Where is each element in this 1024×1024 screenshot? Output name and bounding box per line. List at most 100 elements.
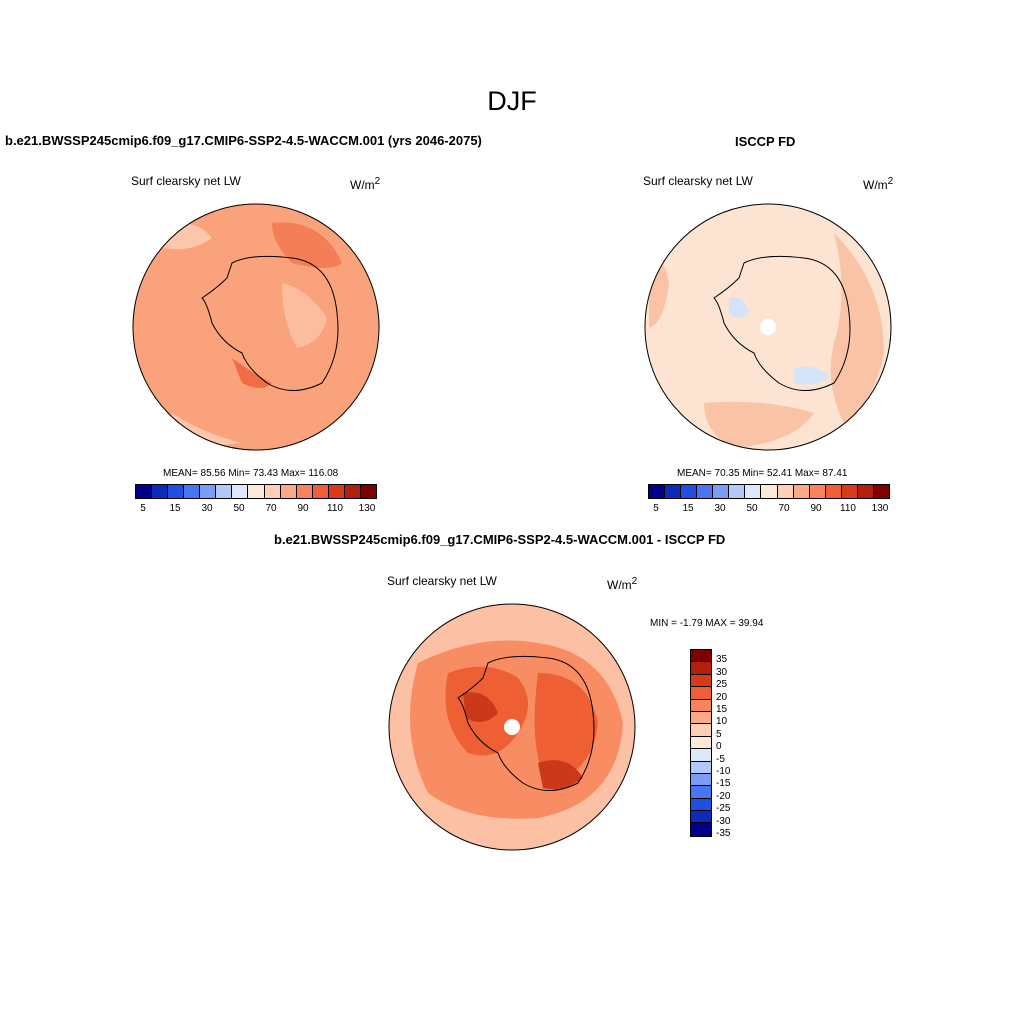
colorbar-swatch [691, 724, 711, 737]
panel-3-title: b.e21.BWSSP245cmip6.f09_g17.CMIP6-SSP2-4… [274, 532, 726, 547]
colorbar-swatch [697, 485, 714, 498]
colorbar-tick-label: 130 [358, 503, 376, 514]
colorbar-tick-label: 25 [716, 679, 728, 691]
colorbar-swatch [360, 485, 376, 498]
colorbar-tick-label: 30 [201, 503, 213, 514]
colorbar-tick-label: 15 [716, 704, 728, 715]
colorbar-swatch [873, 485, 889, 498]
colorbar-swatch [713, 485, 730, 498]
panel-2-mid-region-bottom [704, 401, 814, 448]
panel-1-map [132, 203, 380, 451]
colorbar-swatch [729, 485, 746, 498]
panel-2-stats: MEAN= 70.35 Min= 52.41 Max= 87.41 [677, 468, 848, 479]
colorbar-swatch [691, 811, 711, 824]
panel-3-darkest-region [463, 692, 498, 722]
colorbar-tick-label: -10 [716, 766, 731, 777]
colorbar-tick-label: 50 [233, 503, 245, 514]
colorbar-swatch [691, 699, 711, 712]
colorbar-tick-label: 110 [327, 503, 343, 514]
panel-2-colorbar [648, 484, 890, 499]
colorbar-swatch [841, 485, 858, 498]
colorbar-swatch [809, 485, 826, 498]
colorbar-tick-label: 70 [265, 503, 277, 514]
colorbar-tick-label: -15 [716, 778, 731, 790]
colorbar-swatch [825, 485, 842, 498]
colorbar-swatch [691, 798, 711, 812]
colorbar-tick-label: 30 [714, 503, 726, 514]
colorbar-swatch [344, 485, 361, 498]
panel-1-light-region-interior [282, 283, 327, 348]
colorbar-tick-label: 15 [169, 503, 181, 514]
colorbar-tick-label: 20 [716, 691, 728, 703]
colorbar-swatch [691, 687, 711, 700]
panel-1-variable-label: Surf clearsky net LW [131, 174, 241, 188]
colorbar-swatch [649, 485, 666, 498]
colorbar-swatch [777, 485, 794, 498]
colorbar-tick-label: 5 [716, 728, 722, 740]
panel-3-variable-label: Surf clearsky net LW [387, 574, 497, 588]
panel-1-dark-region-2 [232, 358, 272, 388]
colorbar-swatch [681, 485, 698, 498]
colorbar-tick-label: 70 [778, 503, 790, 514]
colorbar-swatch [691, 711, 711, 725]
colorbar-swatch [248, 485, 265, 498]
colorbar-swatch [745, 485, 762, 498]
colorbar-swatch [691, 662, 711, 675]
colorbar-swatch [296, 485, 313, 498]
colorbar-tick-label: 130 [871, 503, 889, 514]
colorbar-swatch [232, 485, 249, 498]
colorbar-tick-label: 5 [653, 503, 659, 514]
colorbar-swatch [691, 650, 711, 663]
colorbar-swatch [857, 485, 874, 498]
panel-1-title: b.e21.BWSSP245cmip6.f09_g17.CMIP6-SSP2-4… [5, 133, 482, 148]
page-title: DJF [487, 86, 537, 116]
colorbar-swatch [328, 485, 345, 498]
colorbar-swatch [264, 485, 281, 498]
colorbar-tick-label: -25 [716, 803, 731, 815]
colorbar-tick-label: -35 [716, 828, 731, 839]
colorbar-swatch [691, 761, 711, 774]
colorbar-tick-label: 5 [140, 503, 146, 514]
colorbar-swatch [200, 485, 217, 498]
colorbar-tick-label: -5 [716, 753, 725, 765]
panel-2-mid-region-right [830, 233, 884, 423]
panel-3-stats: MIN = -1.79 MAX = 39.94 [650, 618, 764, 629]
colorbar-tick-label: 110 [840, 503, 856, 514]
colorbar-swatch [691, 773, 711, 787]
panel-2-title: ISCCP FD [735, 134, 796, 149]
panel-1-unit-label: W/m2 [350, 176, 381, 192]
colorbar-tick-label: 0 [716, 741, 722, 753]
panel-1-colorbar [135, 484, 377, 499]
panel-3-unit-label: W/m2 [607, 576, 638, 592]
panel-3-map [388, 603, 636, 851]
colorbar-swatch [691, 786, 711, 799]
panel-2-blue-region [729, 297, 749, 318]
colorbar-tick-label: 10 [716, 716, 728, 728]
panel-3-pole-hole [504, 719, 520, 735]
panel-3-antarctica-coast [457, 655, 595, 791]
colorbar-tick-label: -30 [716, 815, 731, 827]
colorbar-tick-label: 90 [810, 503, 822, 514]
colorbar-tick-label: 90 [297, 503, 309, 514]
colorbar-tick-label: 30 [716, 666, 728, 678]
colorbar-swatch [691, 674, 711, 688]
panel-3-colorbar [690, 649, 712, 837]
colorbar-swatch [168, 485, 185, 498]
panel-2-map [644, 203, 892, 451]
panel-1-dark-region [272, 222, 342, 268]
colorbar-tick-label: 50 [746, 503, 758, 514]
panel-1-antarctica-coast [201, 255, 339, 391]
panel-1-stats: MEAN= 85.56 Min= 73.43 Max= 116.08 [163, 468, 339, 479]
colorbar-swatch [136, 485, 153, 498]
colorbar-swatch [184, 485, 201, 498]
colorbar-tick-label: -20 [716, 790, 731, 802]
colorbar-swatch [280, 485, 297, 498]
panel-2-blue-region-2 [794, 366, 829, 385]
colorbar-swatch [691, 749, 711, 762]
panel-3-dark-region-right [534, 673, 598, 783]
colorbar-swatch [665, 485, 682, 498]
panel-2-unit-label: W/m2 [863, 176, 894, 192]
colorbar-swatch [761, 485, 778, 498]
panel-2-antarctica-coast [713, 255, 851, 391]
colorbar-swatch [312, 485, 329, 498]
